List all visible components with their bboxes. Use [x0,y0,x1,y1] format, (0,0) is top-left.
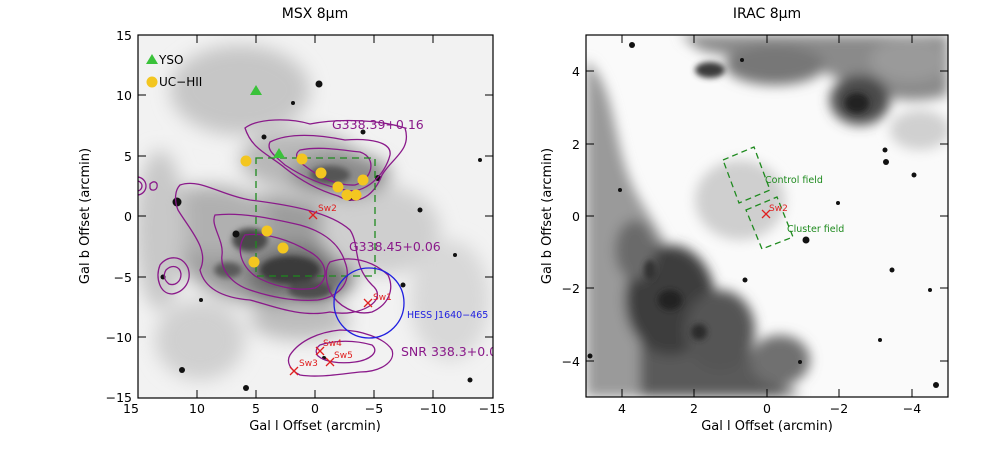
swift-cross-sw4 [315,346,325,356]
left-ytick-label: −5 [114,270,132,285]
left-xtick-label: −10 [420,401,446,416]
left-panel-title: MSX 8µm [282,6,348,22]
right-xtick-label: 4 [618,401,626,416]
swift-cross-sw1 [363,298,373,308]
right-xlabel: Gal l Offset (arcmin) [701,419,833,434]
legend-uchii-marker [146,76,158,88]
left-xlabel: Gal l Offset (arcmin) [249,419,381,434]
right-xtick-label: −2 [830,401,848,416]
uchii-marker [357,174,369,186]
uchii-marker [315,167,327,179]
swift-label-sw4: Sw4 [323,339,342,349]
right-ytick-label: 0 [572,209,580,224]
uchii-markers [240,153,369,268]
right-ytick-label: 4 [572,64,580,79]
left-ytick-label: 5 [124,149,132,164]
uchii-marker [332,181,344,193]
uchii-marker [296,153,308,165]
left-ylabel: Gal b Offset (arcmin) [78,148,93,284]
legend: YSO UC−HII [146,53,202,89]
contour-west-blob [157,257,190,295]
right-xtick-label: 2 [690,401,698,416]
label-g338-39: G338.39+0.16 [332,117,424,132]
label-snr: SNR 338.3+0.0 [401,344,497,359]
control-field-label: Control field [765,175,823,186]
left-ticks [137,34,494,399]
uchii-marker [341,189,353,201]
yso-marker [250,85,262,95]
uchii-marker [240,155,252,167]
swift-label-sw2: Sw2 [318,204,337,214]
left-xtick-label: 10 [189,401,205,416]
uchii-marker [248,256,260,268]
right-ytick-label: 2 [572,137,580,152]
contour-g338-39-mid [268,134,391,192]
contour-west-inner [163,265,182,286]
swift-cross-sw2 [308,210,318,220]
contour-small-left-lobe [149,181,158,191]
right-ytick-label: −2 [562,281,580,296]
uchii-marker [261,225,273,237]
left-xtick-label: 15 [123,401,139,416]
left-ytick-label: −15 [106,390,132,405]
legend-yso-marker [146,54,158,64]
uchii-marker [277,242,289,254]
legend-uchii-label: UC−HII [159,75,202,89]
right-xtick-label: −4 [903,401,921,416]
cluster-field-box [745,196,794,250]
swift-cross-sw2-irac [761,209,771,219]
contour-g338-39-outer [244,119,408,201]
hess-circle [333,267,405,339]
left-panel: MSX 8µm [78,6,505,434]
left-xtick-label: 0 [311,401,319,416]
irac-image: Sw2 Control field Cluster field [586,35,948,397]
yso-marker [273,148,285,158]
legend-yso-label: YSO [158,53,183,67]
control-field-box [722,146,771,204]
swift-cross-sw5 [325,357,335,367]
swift-crosses [289,210,373,376]
contour-hess-outer [325,258,392,314]
irac-point-sources [587,42,939,388]
right-ylabel: Gal b Offset (arcmin) [540,148,555,284]
contour-g338-45-inner [239,233,326,290]
msx-point-sources [160,80,482,391]
contour-small-left-outer [138,176,147,196]
cluster-field-label: Cluster field [787,224,844,235]
contour-small-left-inner [138,180,143,192]
swift-label-sw1: Sw1 [373,293,392,303]
left-ytick-label: 15 [116,28,132,43]
contour-snr-inner [315,340,376,364]
contour-g338-45-mid [213,213,348,302]
left-ytick-label: −10 [106,330,132,345]
left-ytick-label: 0 [124,209,132,224]
right-xtick-label: 0 [763,401,771,416]
left-ytick-label: 10 [116,88,132,103]
right-panel-title: IRAC 8µm [733,6,801,22]
right-ticks [586,35,948,397]
contour-g338-45-outer [174,182,379,315]
swift-label-sw3: Sw3 [299,359,318,369]
left-xtick-label: −5 [365,401,383,416]
swift-cross-sw3 [289,366,299,376]
left-xtick-label: −15 [479,401,505,416]
contour-snr-outer [287,329,394,377]
right-ytick-label: −4 [562,354,580,369]
label-g338-45: G338.45+0.06 [349,239,441,254]
swift-label-sw5: Sw5 [334,351,353,361]
uchii-marker [350,189,362,201]
msx-image: Sw2 Sw1 Sw3 Sw4 Sw5 G338.39+0.16 G338.45… [138,35,497,398]
right-panel: IRAC 8µm [540,6,949,434]
irac-sw2-label: Sw2 [769,204,788,214]
left-xtick-label: 5 [252,401,260,416]
msx-contours [138,119,408,377]
label-hess: HESS J1640−465 [407,310,488,321]
